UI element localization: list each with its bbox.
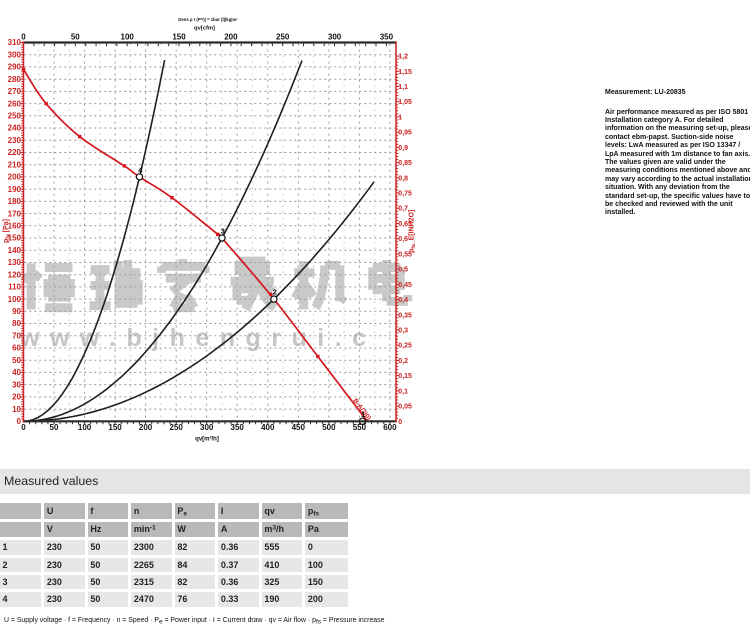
svg-text:0,5: 0,5 bbox=[398, 267, 408, 274]
svg-text:100: 100 bbox=[8, 295, 22, 304]
svg-text:10: 10 bbox=[12, 405, 21, 414]
svg-text:250: 250 bbox=[8, 112, 22, 121]
svg-text:230: 230 bbox=[8, 136, 22, 145]
svg-text:0: 0 bbox=[17, 417, 22, 426]
svg-text:110: 110 bbox=[8, 283, 21, 292]
svg-text:1,05: 1,05 bbox=[398, 99, 412, 106]
svg-text:0,35: 0,35 bbox=[398, 312, 412, 319]
svg-text:600: 600 bbox=[383, 423, 397, 432]
svg-text:pfa [Pa]: pfa [Pa] bbox=[3, 219, 12, 243]
svg-text:www.bjhengrui.c: www.bjhengrui.c bbox=[19, 324, 377, 352]
svg-text:qv[m³/h]: qv[m³/h] bbox=[195, 436, 219, 443]
svg-text:0,4: 0,4 bbox=[398, 297, 408, 304]
svg-text:240: 240 bbox=[8, 124, 22, 133]
svg-text:pfa_E[INH2O]: pfa_E[INH2O] bbox=[409, 210, 418, 253]
svg-text:200: 200 bbox=[8, 173, 22, 182]
svg-text:0,85: 0,85 bbox=[398, 160, 412, 167]
svg-text:70: 70 bbox=[12, 332, 21, 341]
svg-text:250: 250 bbox=[276, 33, 290, 42]
svg-text:260: 260 bbox=[8, 99, 22, 108]
svg-text:100: 100 bbox=[121, 33, 135, 42]
svg-text:0,2: 0,2 bbox=[398, 358, 408, 365]
svg-text:300: 300 bbox=[8, 50, 22, 59]
svg-text:0,95: 0,95 bbox=[398, 130, 412, 137]
svg-text:290: 290 bbox=[8, 63, 22, 72]
svg-text:50: 50 bbox=[50, 423, 59, 432]
svg-text:270: 270 bbox=[8, 87, 22, 96]
svg-text:350: 350 bbox=[380, 33, 394, 42]
svg-text:0: 0 bbox=[21, 33, 26, 42]
svg-text:170: 170 bbox=[8, 209, 22, 218]
svg-text:4: 4 bbox=[138, 166, 143, 175]
svg-text:1: 1 bbox=[361, 410, 365, 419]
svg-text:300: 300 bbox=[328, 33, 342, 42]
svg-text:0: 0 bbox=[398, 419, 402, 426]
svg-text:60: 60 bbox=[12, 344, 21, 353]
svg-text:50: 50 bbox=[71, 33, 80, 42]
svg-text:250: 250 bbox=[170, 423, 184, 432]
svg-text:0,1: 0,1 bbox=[398, 388, 408, 395]
svg-text:2: 2 bbox=[273, 288, 277, 297]
svg-text:160: 160 bbox=[8, 222, 22, 231]
svg-text:310: 310 bbox=[8, 38, 22, 47]
svg-text:0,9: 0,9 bbox=[398, 145, 408, 152]
svg-text:0,25: 0,25 bbox=[398, 343, 412, 350]
svg-text:100: 100 bbox=[78, 423, 92, 432]
svg-text:50: 50 bbox=[12, 356, 21, 365]
svg-text:0,3: 0,3 bbox=[398, 328, 408, 335]
svg-text:350: 350 bbox=[231, 423, 245, 432]
svg-text:190: 190 bbox=[8, 185, 22, 194]
svg-text:1,1: 1,1 bbox=[398, 84, 408, 91]
svg-text:220: 220 bbox=[8, 148, 22, 157]
svg-text:210: 210 bbox=[8, 160, 22, 169]
svg-text:0,8: 0,8 bbox=[398, 175, 408, 182]
svg-text:30: 30 bbox=[12, 380, 21, 389]
svg-text:0,45: 0,45 bbox=[398, 282, 412, 289]
svg-text:Dens ρ t (P=)| = 1bar (l)|kg|m: Dens ρ t (P=)| = 1bar (l)|kg|m³ bbox=[178, 17, 238, 22]
svg-text:90: 90 bbox=[12, 307, 21, 316]
svg-text:550: 550 bbox=[353, 423, 367, 432]
svg-text:150: 150 bbox=[8, 234, 22, 243]
svg-text:0,05: 0,05 bbox=[398, 404, 412, 411]
svg-text:300: 300 bbox=[200, 423, 214, 432]
svg-text:120: 120 bbox=[8, 270, 22, 279]
svg-text:280: 280 bbox=[8, 75, 22, 84]
svg-text:0,6: 0,6 bbox=[398, 236, 408, 243]
svg-text:20: 20 bbox=[12, 393, 21, 402]
svg-text:3: 3 bbox=[221, 227, 225, 236]
svg-text:0,65: 0,65 bbox=[398, 221, 412, 228]
svg-text:80: 80 bbox=[12, 319, 21, 328]
svg-text:200: 200 bbox=[139, 423, 153, 432]
svg-text:0,55: 0,55 bbox=[398, 251, 412, 258]
svg-text:500: 500 bbox=[322, 423, 336, 432]
svg-text:140: 140 bbox=[8, 246, 22, 255]
svg-text:1,2: 1,2 bbox=[398, 54, 408, 61]
svg-text:150: 150 bbox=[172, 33, 186, 42]
svg-text:150: 150 bbox=[108, 423, 122, 432]
svg-text:0,75: 0,75 bbox=[398, 191, 412, 198]
svg-text:1,15: 1,15 bbox=[398, 69, 412, 76]
svg-text:1: 1 bbox=[398, 114, 402, 121]
svg-text:0: 0 bbox=[21, 423, 26, 432]
svg-text:180: 180 bbox=[8, 197, 22, 206]
svg-text:200: 200 bbox=[224, 33, 238, 42]
svg-text:40: 40 bbox=[12, 368, 21, 377]
svg-text:450: 450 bbox=[292, 423, 306, 432]
svg-text:qv[cfm]: qv[cfm] bbox=[194, 26, 215, 32]
svg-text:400: 400 bbox=[261, 423, 275, 432]
svg-text:0,7: 0,7 bbox=[398, 206, 408, 213]
svg-text:130: 130 bbox=[8, 258, 22, 267]
svg-text:0,15: 0,15 bbox=[398, 373, 412, 380]
